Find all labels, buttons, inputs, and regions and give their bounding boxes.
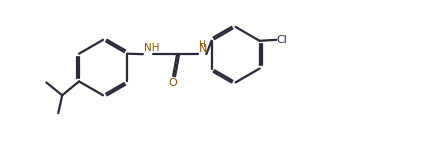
Text: H: H — [198, 40, 205, 49]
Text: N: N — [198, 44, 207, 54]
Text: Cl: Cl — [277, 35, 288, 45]
Text: O: O — [169, 78, 178, 88]
Text: NH: NH — [144, 43, 160, 53]
